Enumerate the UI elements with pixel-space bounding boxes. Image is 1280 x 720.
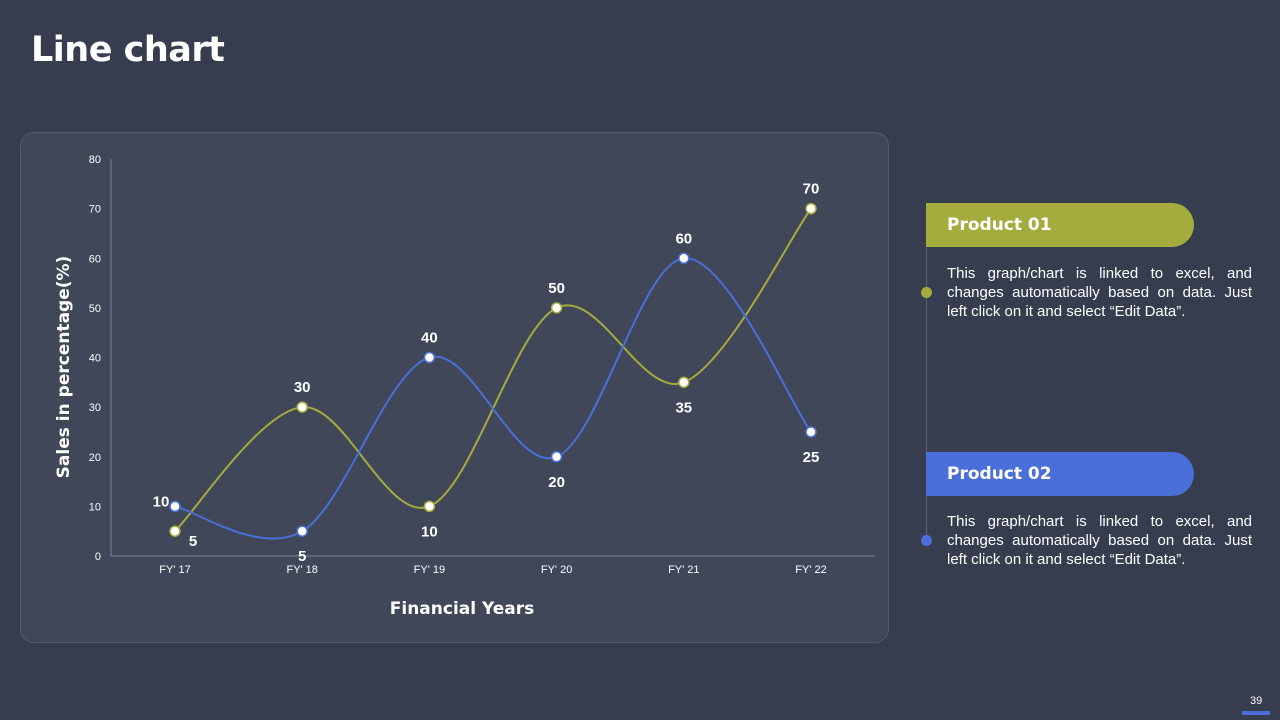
x-axis-title: Financial Years — [390, 599, 535, 619]
data-label: 40 — [421, 330, 438, 347]
y-axis: 0 10 20 30 40 50 60 70 80 — [89, 154, 112, 563]
x-tick-label: FY' 19 — [414, 564, 445, 576]
data-point[interactable] — [550, 302, 563, 314]
data-point[interactable] — [805, 426, 817, 438]
data-label: 35 — [675, 399, 692, 416]
y-tick-label: 10 — [89, 501, 101, 513]
series-line-product-02 — [174, 257, 812, 540]
legend-dot-product-01 — [921, 287, 932, 298]
series-line-product-01 — [174, 208, 812, 532]
data-label: 5 — [189, 533, 197, 550]
y-tick-label: 80 — [89, 154, 101, 166]
series-lines — [174, 208, 812, 540]
page-number: 39 — [1250, 695, 1263, 707]
slide-title: Line chart — [31, 30, 225, 70]
data-label: 10 — [153, 493, 170, 510]
x-tick-label: FY' 22 — [795, 564, 826, 576]
data-label: 50 — [548, 280, 565, 297]
page-accent-bar — [1242, 711, 1270, 715]
data-point[interactable] — [423, 500, 436, 513]
data-label: 20 — [548, 474, 565, 491]
y-tick-label: 70 — [89, 204, 101, 216]
data-point[interactable] — [550, 451, 563, 463]
legend-product-02[interactable]: Product 02 — [926, 452, 1194, 496]
legend-product-01-description: This graph/chart is linked to excel, and… — [947, 265, 1252, 320]
y-tick-label: 0 — [95, 551, 101, 563]
data-label: 25 — [803, 449, 820, 466]
data-label: 70 — [803, 181, 820, 198]
data-label: 5 — [298, 548, 306, 565]
y-tick-label: 40 — [89, 353, 101, 365]
data-label: 10 — [421, 523, 438, 540]
legend-connector-line — [926, 247, 927, 540]
y-tick-label: 50 — [89, 303, 101, 315]
data-label: 30 — [294, 379, 311, 396]
data-point[interactable] — [678, 376, 690, 389]
legend-product-02-description: This graph/chart is linked to excel, and… — [947, 513, 1252, 568]
x-axis: FY' 17 FY' 18 FY' 19 FY' 20 FY' 21 FY' 22 — [111, 555, 875, 576]
legend-dot-product-02 — [921, 535, 932, 546]
data-point[interactable] — [805, 202, 817, 215]
x-tick-label: FY' 21 — [668, 564, 699, 576]
y-axis-title: Sales in percentage(%) — [54, 256, 74, 479]
data-point[interactable] — [296, 401, 308, 413]
data-point[interactable] — [296, 525, 308, 537]
data-label: 60 — [675, 230, 692, 247]
x-tick-label: FY' 17 — [159, 564, 190, 576]
data-points — [169, 202, 817, 537]
y-tick-label: 60 — [89, 253, 101, 265]
data-point[interactable] — [423, 351, 436, 364]
x-tick-label: FY' 18 — [286, 564, 317, 576]
data-point[interactable] — [169, 500, 181, 513]
data-point[interactable] — [678, 252, 690, 264]
chart-panel — [20, 132, 889, 643]
legend-product-01[interactable]: Product 01 — [926, 203, 1194, 247]
x-tick-label: FY' 20 — [541, 564, 572, 576]
y-tick-label: 20 — [89, 452, 101, 464]
y-tick-label: 30 — [89, 402, 101, 414]
data-point[interactable] — [169, 525, 181, 537]
